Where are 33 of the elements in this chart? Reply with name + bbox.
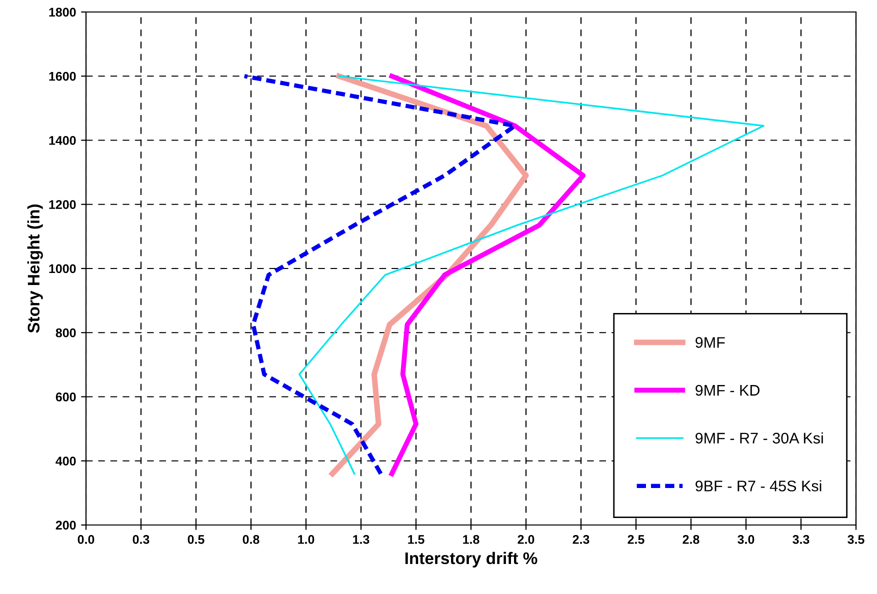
y-tick-label: 800 — [56, 328, 76, 338]
y-tick-label: 1200 — [49, 200, 76, 210]
x-tick-label: 3.3 — [792, 535, 810, 544]
y-axis-title: Story Height (in) — [27, 204, 43, 333]
legend-label: 9MF - R7 - 30A Ksi — [696, 432, 823, 444]
line-series — [298, 75, 764, 475]
x-tick-label: 0.0 — [78, 535, 94, 544]
x-axis-title: Interstory drift % — [405, 552, 538, 568]
y-tick-label: 200 — [56, 520, 76, 530]
x-tick-label: 3.5 — [848, 535, 864, 544]
x-tick-label: 1.5 — [408, 535, 424, 544]
x-tick-label: 2.3 — [572, 535, 590, 544]
y-tick-label: 1400 — [49, 136, 76, 145]
y-tick-label: 1800 — [49, 8, 76, 17]
x-tick-label: 2.5 — [628, 535, 644, 544]
x-tick-label: 0.8 — [242, 535, 260, 544]
x-tick-label: 1.8 — [463, 535, 480, 544]
x-tick-label: 2.0 — [518, 535, 534, 544]
x-tick-label: 0.3 — [132, 535, 150, 544]
y-tick-label: 1600 — [49, 72, 76, 81]
x-tick-label: 1.0 — [298, 535, 314, 544]
x-tick-label: 2.8 — [682, 535, 700, 544]
legend-label: 9BF - R7 - 45S Ksi — [696, 480, 822, 492]
line-series — [389, 74, 586, 476]
x-tick-label: 3.0 — [738, 535, 754, 544]
line-series — [242, 74, 518, 476]
y-tick-label: 1000 — [49, 264, 76, 274]
x-tick-label: 1.3 — [353, 535, 370, 544]
legend-label: 9MF — [696, 337, 725, 348]
y-tick-label: 400 — [56, 456, 76, 466]
legend-label: 9MF - KD — [696, 384, 760, 396]
x-tick-label: 0.5 — [188, 535, 204, 544]
y-tick-label: 600 — [56, 392, 76, 402]
